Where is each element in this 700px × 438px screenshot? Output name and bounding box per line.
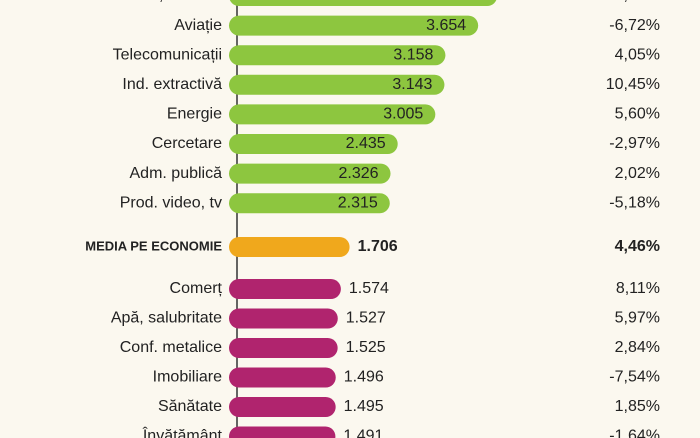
change-label: 2,02%	[615, 165, 660, 182]
value-label: 2.326	[338, 165, 378, 182]
category-label: Sănătate	[158, 398, 222, 415]
value-label: 1.495	[344, 398, 384, 415]
value-label: 3.942	[445, 0, 485, 4]
value-label: 2.315	[338, 194, 378, 211]
value-label: 3.143	[392, 76, 432, 93]
value-label: 1.527	[346, 310, 386, 327]
change-label: 1,85%	[615, 398, 660, 415]
bar	[229, 426, 336, 438]
category-label: Conf. metalice	[120, 339, 222, 356]
change-label: -5,18%	[609, 194, 660, 211]
bar	[229, 104, 436, 125]
value-label: 1.574	[349, 280, 389, 297]
category-label: Cercetare	[152, 135, 222, 152]
value-label: 1.491	[343, 428, 383, 438]
bar	[229, 74, 445, 95]
category-label: Învățământ	[142, 426, 223, 438]
bar	[229, 308, 338, 329]
value-label: 3.654	[426, 17, 466, 34]
change-label: 2,84%	[615, 339, 660, 356]
value-label: 3.005	[383, 106, 423, 123]
bar	[229, 134, 398, 154]
category-label: Telecomunicații	[113, 46, 222, 63]
category-label: Adm. publică	[130, 165, 223, 182]
value-label: 2.435	[346, 135, 386, 152]
category-label: Apă, salubritate	[111, 310, 222, 327]
category-label: Ind. extractivă	[122, 76, 222, 93]
category-label: Prod. video, tv	[120, 194, 222, 211]
bar	[229, 367, 336, 388]
category-label: Imobiliare	[153, 369, 222, 386]
category-label: Rafinări, cocserii	[104, 0, 222, 4]
bar	[229, 338, 338, 358]
bar	[229, 0, 497, 6]
change-label: 4,05%	[615, 46, 660, 63]
value-label: 1.706	[358, 238, 398, 255]
bar	[229, 279, 341, 299]
change-label: -7,54%	[609, 369, 660, 386]
change-label: 4,46%	[615, 238, 660, 255]
bar	[229, 193, 390, 214]
bar	[229, 45, 446, 66]
change-label: -6,72%	[609, 17, 660, 34]
value-label: 3.158	[393, 46, 433, 63]
value-label: 1.496	[344, 369, 384, 386]
category-label: MEDIA PE ECONOMIE	[85, 238, 222, 253]
bar	[229, 163, 391, 184]
change-label: 5,97%	[615, 310, 660, 327]
change-label: 8,11%	[616, 280, 660, 297]
value-label: 1.525	[346, 339, 386, 356]
bar	[229, 15, 479, 36]
category-label: Energie	[167, 106, 222, 123]
bar	[229, 397, 336, 417]
change-label: -2,97%	[609, 135, 660, 152]
change-label: 5,60%	[615, 106, 660, 123]
category-label: Comerț	[170, 280, 223, 297]
change-label: -1,64%	[609, 428, 660, 438]
change-label: 10,45%	[606, 76, 660, 93]
change-label: 21,50%	[606, 0, 660, 4]
category-label: Aviație	[174, 17, 222, 34]
bar	[229, 237, 350, 257]
